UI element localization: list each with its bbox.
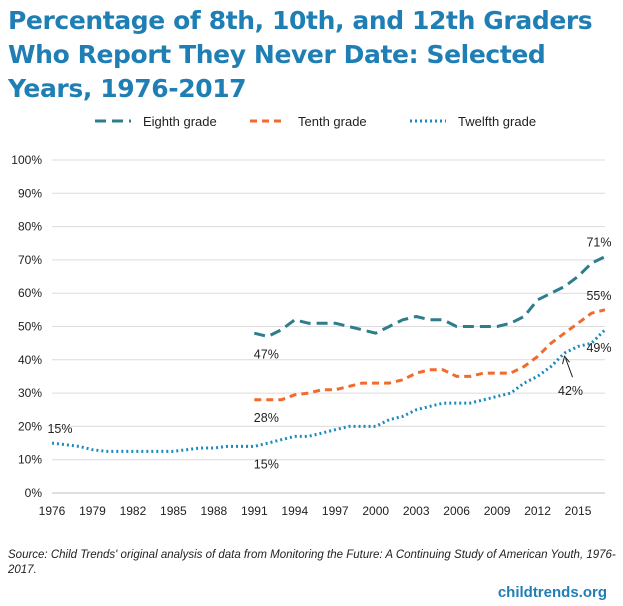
- source-note: Source: Child Trends' original analysis …: [8, 549, 616, 576]
- x-tick-label: 1979: [79, 504, 106, 518]
- legend-label-eighth: Eighth grade: [143, 113, 217, 129]
- data-label: 71%: [586, 236, 611, 250]
- x-tick-label: 1976: [39, 504, 66, 518]
- legend-swatch-eighth: [95, 119, 131, 123]
- line-chart: 0% 10% 20% 30% 40% 50% 60% 70% 80% 90% 100% 1976 197…: [11, 153, 611, 518]
- annotation-arrow-line: [565, 357, 574, 378]
- x-tick-label: 1985: [160, 504, 187, 518]
- legend-swatch-tenth: [250, 119, 286, 123]
- x-tick-label: 1997: [322, 504, 349, 518]
- y-tick-label: 60%: [18, 286, 42, 300]
- data-label: 15%: [47, 422, 72, 436]
- legend-label-tenth: Tenth grade: [298, 113, 367, 129]
- data-label: 15%: [254, 457, 279, 471]
- brand-link[interactable]: childtrends.org: [497, 584, 607, 601]
- x-tick-label: 2000: [362, 504, 389, 518]
- data-label: 42%: [558, 384, 583, 398]
- y-tick-label: 70%: [18, 253, 42, 267]
- series-line-eighth: [253, 255, 606, 338]
- x-tick-label: 2015: [565, 504, 592, 518]
- x-tick-label: 2009: [484, 504, 511, 518]
- x-tick-label: 1982: [120, 504, 147, 518]
- y-tick-label: 100%: [11, 153, 42, 167]
- y-tick-label: 10%: [18, 453, 42, 467]
- data-label: 55%: [586, 289, 611, 303]
- y-tick-label: 30%: [18, 386, 42, 400]
- y-tick-label: 90%: [18, 186, 42, 200]
- legend-item-tenth: Tenth grade: [250, 108, 367, 134]
- y-tick-label: 20%: [18, 419, 42, 433]
- x-tick-label: 1991: [241, 504, 268, 518]
- data-label: 49%: [586, 341, 611, 355]
- y-tick-label: 80%: [18, 220, 42, 234]
- y-tick-label: 50%: [18, 320, 42, 334]
- x-tick-label: 1994: [281, 504, 308, 518]
- series-line-twelfth: [51, 328, 607, 453]
- legend-item-eighth: Eighth grade: [95, 108, 217, 134]
- data-label: 28%: [254, 411, 279, 425]
- chart-title: Percentage of 8th, 10th, and 12th Grader…: [8, 6, 593, 103]
- y-tick-label: 0%: [25, 486, 43, 500]
- x-tick-label: 1988: [201, 504, 228, 518]
- data-label: 47%: [254, 347, 279, 361]
- legend-label-twelfth: Twelfth grade: [458, 113, 537, 129]
- x-tick-label: 2012: [524, 504, 551, 518]
- annotation-arrow-head: [562, 355, 570, 365]
- x-tick-label: 2006: [443, 504, 470, 518]
- legend: Eighth grade Tenth grade Twelfth grade: [0, 108, 623, 134]
- x-tick-label: 2003: [403, 504, 430, 518]
- y-tick-label: 40%: [18, 353, 42, 367]
- legend-swatch-twelfth: [410, 119, 446, 123]
- legend-item-twelfth: Twelfth grade: [410, 108, 536, 134]
